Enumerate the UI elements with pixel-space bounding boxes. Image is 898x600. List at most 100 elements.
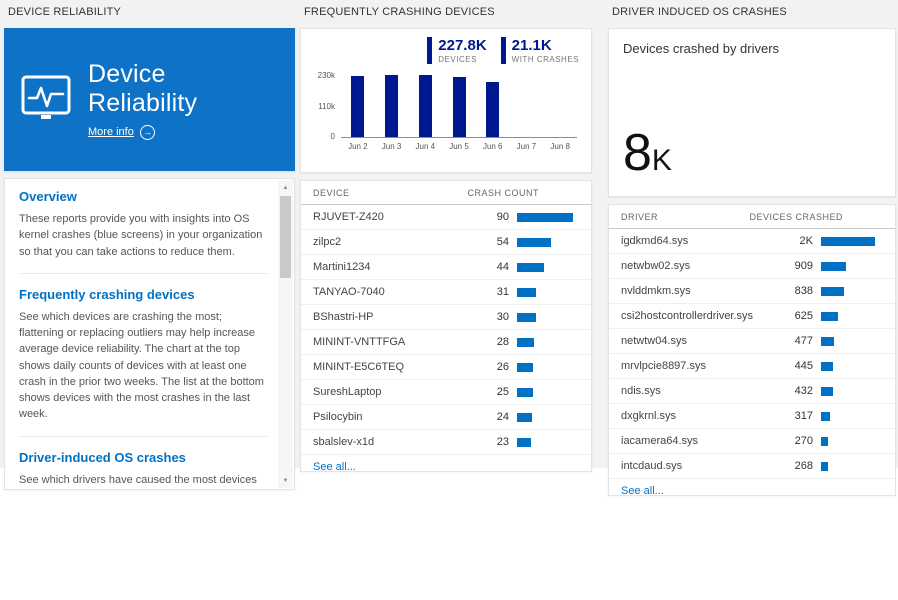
table-body: igdkmd64.sys 2K netwbw02.sys 909 nvlddmkm.sy… xyxy=(609,229,895,479)
table-row[interactable]: mrvlpcie8897.sys 445 xyxy=(609,354,895,379)
row-value-bar xyxy=(517,412,532,422)
table-row[interactable]: SureshLaptop 25 xyxy=(301,380,591,405)
table-row[interactable]: csi2hostcontrollerdriver.sys 625 xyxy=(609,304,895,329)
row-name: MININT-VNTTFGA xyxy=(313,336,406,348)
table-row[interactable]: iacamera64.sys 270 xyxy=(609,429,895,454)
table-row[interactable]: RJUVET-Z420 90 xyxy=(301,205,591,230)
row-value-bar xyxy=(517,387,533,397)
table-row[interactable]: Martini1234 44 xyxy=(301,255,591,280)
crash-trend-chart: 230k 110k 0 Jun 2 Jun 3 Jun 4 Jun 5 Jun 6 Jun… xyxy=(311,71,577,151)
row-name: ndis.sys xyxy=(621,385,661,397)
chart-bar-slot xyxy=(408,75,442,137)
row-name: intcdaud.sys xyxy=(621,460,683,472)
x-axis-label: Jun 2 xyxy=(348,142,368,151)
table-row[interactable]: netwbw02.sys 909 xyxy=(609,254,895,279)
table-row[interactable]: dxgkrnl.sys 317 xyxy=(609,404,895,429)
row-value: 54 xyxy=(496,236,509,248)
table-row[interactable]: intcdaud.sys 268 xyxy=(609,454,895,479)
page-title: Device Reliability xyxy=(88,59,198,117)
table-row[interactable]: sbalslev-x1d 23 xyxy=(301,430,591,455)
device-reliability-tile[interactable]: Device Reliability More info → xyxy=(4,28,295,171)
table-row[interactable]: MININT-VNTTFGA 28 xyxy=(301,330,591,355)
row-value-bar xyxy=(517,437,531,447)
row-value: 26 xyxy=(496,361,509,373)
table-row[interactable]: MININT-E5C6TEQ 26 xyxy=(301,355,591,380)
row-name: dxgkrnl.sys xyxy=(621,410,677,422)
row-name: Martini1234 xyxy=(313,261,371,273)
row-value: 268 xyxy=(794,460,813,472)
x-axis-label: Jun 6 xyxy=(482,142,503,151)
column-header-device: DEVICE xyxy=(313,188,350,198)
table-row[interactable]: BShastri-HP 30 xyxy=(301,305,591,330)
scrollbar[interactable]: ▲ ▼ xyxy=(278,180,293,488)
crash-trend-xaxis: Jun 2 Jun 3 Jun 4 Jun 5 Jun 6 Jun 7 Jun 8 xyxy=(341,138,577,151)
row-value: 445 xyxy=(794,360,813,372)
row-value: 625 xyxy=(794,310,813,322)
table-row[interactable]: TANYAO-7040 31 xyxy=(301,280,591,305)
row-value-bar xyxy=(821,361,833,371)
row-value-bar xyxy=(517,262,544,272)
table-header-row: DEVICE CRASH COUNT xyxy=(301,181,591,205)
table-header-row: DRIVER DEVICES CRASHED xyxy=(609,205,895,229)
table-row[interactable]: zilpc2 54 xyxy=(301,230,591,255)
row-value-bar xyxy=(821,336,834,346)
row-bar-cell xyxy=(813,286,883,296)
row-value: 23 xyxy=(496,436,509,448)
column-header-driver: DRIVER xyxy=(621,212,659,222)
table-row[interactable]: ndis.sys 432 xyxy=(609,379,895,404)
row-value: 477 xyxy=(794,335,813,347)
table-row[interactable]: igdkmd64.sys 2K xyxy=(609,229,895,254)
row-name: csi2hostcontrollerdriver.sys xyxy=(621,310,754,322)
scrollbar-thumb[interactable] xyxy=(280,196,291,278)
x-axis-label: Jun 4 xyxy=(415,142,436,151)
row-value-bar xyxy=(821,411,830,421)
row-value: 909 xyxy=(794,260,813,272)
table-row[interactable]: Psilocybin 24 xyxy=(301,405,591,430)
column-header-device-reliability: DEVICE RELIABILITY xyxy=(8,6,122,18)
devices-crashed-tile[interactable]: Devices crashed by drivers 8K xyxy=(608,28,896,197)
table-row[interactable]: netwtw04.sys 477 xyxy=(609,329,895,354)
column-device-reliability: DEVICE RELIABILITY Device Reliability Mo… xyxy=(4,0,295,490)
row-bar-cell xyxy=(813,411,883,421)
row-name: mrvlpcie8897.sys xyxy=(621,360,706,372)
row-bar-cell xyxy=(509,437,579,447)
chart-bar xyxy=(351,76,365,137)
row-value-bar xyxy=(821,286,844,296)
more-info-link[interactable]: More info → xyxy=(88,124,279,140)
scroll-up-icon[interactable]: ▲ xyxy=(282,184,289,191)
row-value-bar xyxy=(517,362,533,372)
row-value: 31 xyxy=(496,286,509,298)
row-value-bar xyxy=(821,236,875,246)
row-bar-cell xyxy=(813,236,883,246)
row-value-bar xyxy=(821,261,846,271)
row-name: RJUVET-Z420 xyxy=(313,211,384,223)
section-body: These reports provide you with insights … xyxy=(19,213,263,258)
see-all-link[interactable]: See all... xyxy=(621,485,664,496)
row-name: netwbw02.sys xyxy=(621,260,691,272)
y-tick: 230k xyxy=(317,71,335,80)
table-row[interactable]: nvlddmkm.sys 838 xyxy=(609,279,895,304)
row-bar-cell xyxy=(509,287,579,297)
row-bar-cell xyxy=(813,336,883,346)
row-value: 838 xyxy=(794,285,813,297)
table-body: RJUVET-Z420 90 zilpc2 54 Martini1234 44 TANYAO… xyxy=(301,205,591,455)
stat-value: 21.1K xyxy=(511,37,552,54)
see-all-link[interactable]: See all... xyxy=(313,461,356,472)
hero-text: Device Reliability More info → xyxy=(88,60,279,140)
row-name: Psilocybin xyxy=(313,411,363,423)
row-bar-cell xyxy=(509,212,579,222)
section-heading: Overview xyxy=(19,189,77,204)
crash-trend-tile[interactable]: 227.8K DEVICES 21.1K WITH CRASHES 230k 1… xyxy=(300,28,592,173)
row-bar-cell xyxy=(813,386,883,396)
column-header-devices-crashed: DEVICES CRASHED xyxy=(749,212,843,222)
row-value: 25 xyxy=(496,386,509,398)
device-crash-table: DEVICE CRASH COUNT RJUVET-Z420 90 zilpc2 54… xyxy=(300,180,592,472)
x-axis-label: Jun 7 xyxy=(516,142,537,151)
row-bar-cell xyxy=(509,312,579,322)
row-value: 432 xyxy=(794,385,813,397)
chart-bar xyxy=(452,77,466,137)
chart-bar-slot xyxy=(476,82,510,137)
row-value: 30 xyxy=(496,311,509,323)
scroll-down-icon[interactable]: ▼ xyxy=(282,477,289,484)
